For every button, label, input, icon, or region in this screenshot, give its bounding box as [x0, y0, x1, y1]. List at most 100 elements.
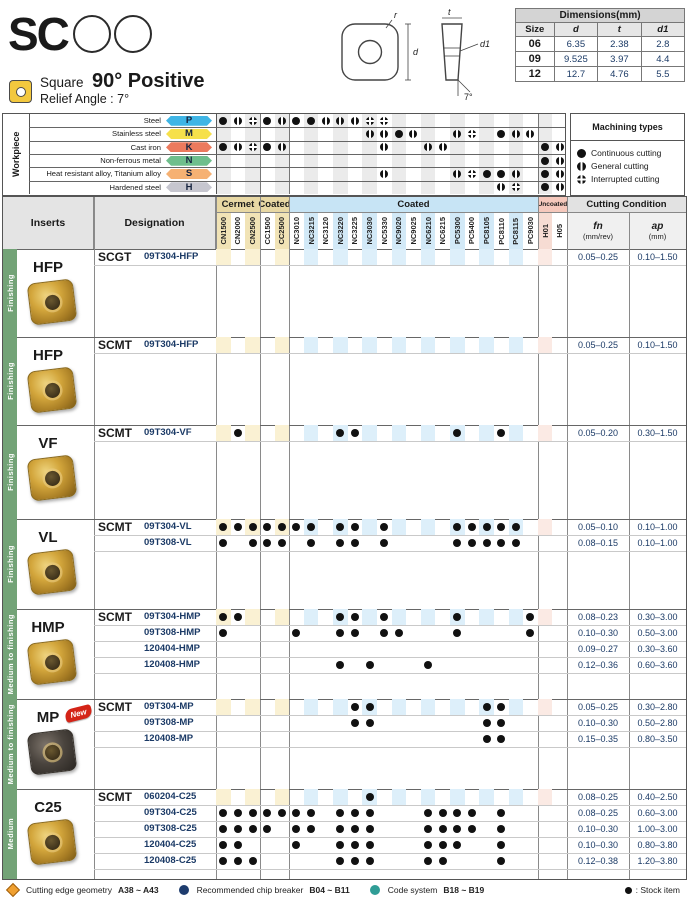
continuous-cutting-dot	[497, 170, 506, 178]
column-tint	[391, 337, 407, 353]
general-cutting-mark	[511, 170, 520, 178]
depth-range: 0.60–3.60	[637, 660, 678, 670]
workpiece-table: Workpiece Steel P Stainless steel M Cast iron…	[2, 113, 566, 196]
row-separator	[29, 140, 565, 142]
grade-column-pc9030: PC9030	[523, 213, 538, 249]
column-tint	[508, 425, 524, 441]
insert-group-hfp: Finishing HFP SCGT 09T304-HFP 0.05–0.25 0.10–…	[3, 249, 686, 337]
grade-column-h01: H01	[537, 213, 553, 249]
diagram-label-r: r	[394, 10, 398, 20]
insert-group-vf: Finishing VF SCMT 09T304-VF 0.05–0.20 0.30–1.…	[3, 425, 686, 519]
stock-dot	[233, 429, 242, 437]
column-tint	[391, 789, 407, 805]
depth-range: 0.50–2.80	[637, 718, 678, 728]
stock-dot	[248, 539, 257, 547]
stock-dot	[380, 613, 389, 621]
grade-column-label: NC5330	[379, 217, 389, 245]
stock-dot	[365, 661, 374, 669]
stock-dot	[424, 841, 433, 849]
material-code-arrow: H	[166, 182, 212, 193]
designation-prefix: SCMT	[98, 338, 132, 352]
stock-dot	[438, 841, 447, 849]
depth-range: 1.20–3.80	[637, 856, 678, 866]
column-tint	[245, 609, 260, 625]
stock-dot	[365, 857, 374, 865]
footer-item-label: Code system	[387, 885, 438, 895]
stock-dot	[365, 825, 374, 833]
designation-code: 09T304-HFP	[144, 339, 199, 350]
footer-item-pages: A38 ~ A43	[118, 885, 159, 895]
vertical-border	[94, 197, 95, 879]
stock-dot	[467, 809, 476, 817]
insert-photo	[26, 454, 78, 502]
workpiece-material-label: Heat resistant alloy, Titanium alloy	[46, 169, 161, 179]
column-tint	[537, 789, 553, 805]
stock-dot	[219, 613, 228, 621]
stock-dot	[497, 429, 506, 437]
dim-col-header: d1	[640, 22, 686, 37]
grade-column-cc2500: CC2500	[274, 213, 290, 249]
insert-group-label: VF	[38, 435, 58, 452]
designation-code: 09T308-C25	[144, 823, 197, 834]
interrupted-cutting-mark	[248, 143, 257, 152]
grade-column-nc6210: NC6210	[420, 213, 436, 249]
workpiece-material-label: Stainless steel	[112, 129, 161, 139]
column-tint	[245, 789, 260, 805]
grade-column-label: NC3120	[321, 217, 331, 245]
grade-column-label: PC5300	[452, 217, 462, 245]
column-tint	[245, 699, 260, 715]
dimension-row: 09 9.525 3.97 4.4	[515, 51, 686, 67]
designation-code: 120408-C25	[144, 855, 197, 866]
vertical-border	[567, 197, 568, 879]
grade-column-label: H01	[540, 224, 550, 238]
column-tint	[537, 699, 553, 715]
stock-dot	[336, 429, 345, 437]
column-tint	[537, 519, 553, 535]
row-separator	[94, 747, 686, 748]
insert-group-c25: Medium C25 SCMT 060204-C25 0.08–0.25 0.40–2.5…	[3, 789, 686, 879]
column-tint	[479, 609, 494, 625]
dim-col-header: Size	[515, 22, 555, 37]
column-tint	[274, 337, 290, 353]
column-tint	[216, 249, 231, 265]
stock-dot	[350, 613, 359, 621]
stock-dot	[497, 539, 506, 547]
legend-title: Machining types	[571, 114, 684, 141]
column-tint	[391, 699, 407, 715]
general-cutting-mark	[453, 170, 462, 178]
grade-column-label: NC3220	[335, 217, 345, 245]
column-tint	[303, 789, 319, 805]
breaker-circle-icon	[113, 15, 152, 53]
fn-ap-border	[629, 213, 630, 879]
new-badge: New	[63, 703, 94, 724]
vertical-border	[537, 197, 539, 879]
page-footer: Cutting edge geometry A38 ~ A43 Recommende…	[5, 882, 680, 898]
stock-item-note: : Stock item	[624, 885, 680, 895]
stock-dot	[511, 539, 520, 547]
grade-column-label: NC3030	[365, 217, 375, 245]
row-separator	[29, 127, 565, 129]
continuous-cutting-dot	[541, 143, 550, 152]
stock-dot	[350, 429, 359, 437]
stock-dot	[233, 841, 242, 849]
stock-dot	[350, 841, 359, 849]
application-label: Finishing	[5, 362, 15, 400]
general-cutting-mark	[380, 170, 389, 178]
stock-dot	[365, 719, 374, 727]
stock-dot	[453, 809, 462, 817]
grade-column-nc6215: NC6215	[435, 213, 450, 249]
grade-column-pc8110: PC8110	[493, 213, 509, 249]
stock-dot	[248, 857, 257, 865]
insert-group-label: MP	[36, 709, 60, 726]
grade-column-label: NC3215	[306, 217, 316, 245]
stock-dot	[350, 523, 359, 531]
feed-header-unit: (mm/rev)	[583, 232, 613, 241]
material-code-arrow: K	[166, 142, 212, 153]
stock-dot	[497, 825, 506, 833]
insert-photo	[26, 548, 78, 596]
stock-dot	[219, 841, 228, 849]
column-tint	[537, 425, 553, 441]
general-cutting-mark	[365, 130, 374, 138]
dimension-row: 12 12.7 4.76 5.5	[515, 66, 686, 82]
row-separator	[94, 853, 686, 854]
